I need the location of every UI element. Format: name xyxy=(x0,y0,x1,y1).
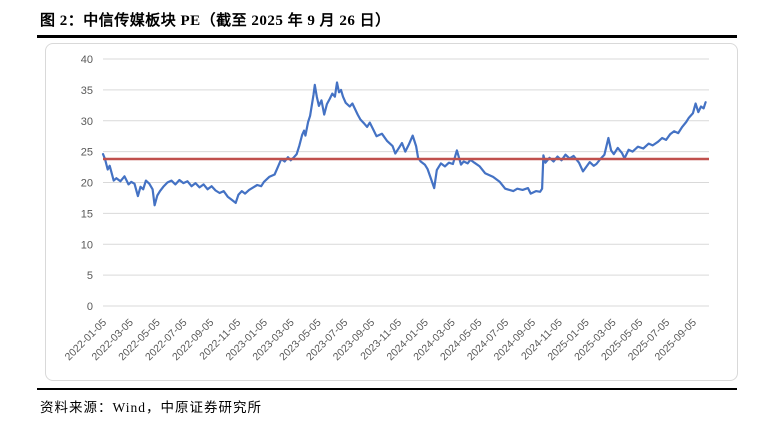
svg-text:0: 0 xyxy=(87,301,93,313)
gridlines xyxy=(103,58,709,307)
pe-chart: 0 5 10 15 20 25 30 35 40 2022-01-052022-03-052022… xyxy=(63,54,709,364)
series-lines xyxy=(101,81,709,207)
data-source-note: 资料来源：Wind，中原证券研究所 xyxy=(40,400,262,415)
x-axis-labels: 2022-01-052022-03-052022-05-052022-07-05… xyxy=(63,317,699,364)
svg-text:40: 40 xyxy=(81,54,93,66)
svg-text:25: 25 xyxy=(81,147,93,159)
svg-text:20: 20 xyxy=(81,178,93,190)
title-divider-rule xyxy=(37,35,737,38)
chart-frame: 0 5 10 15 20 25 30 35 40 2022-01-05 2022-03-05 2022… xyxy=(45,43,738,381)
source-divider-rule xyxy=(37,388,737,390)
svg-text:30: 30 xyxy=(81,116,93,128)
svg-text:15: 15 xyxy=(81,208,93,220)
pe-series-line xyxy=(101,81,707,207)
figure-title: 图 2：中信传媒板块 PE（截至 2025 年 9 月 26 日） xyxy=(40,13,391,29)
svg-text:10: 10 xyxy=(81,239,93,251)
svg-text:5: 5 xyxy=(87,270,93,282)
y-axis-labels: 0 5 10 15 20 25 30 35 40 xyxy=(81,54,93,313)
svg-text:35: 35 xyxy=(81,85,93,97)
